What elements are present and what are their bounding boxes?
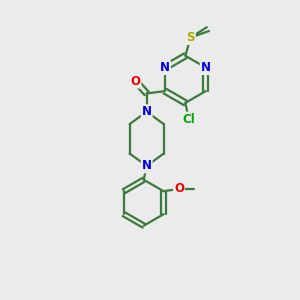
Text: S: S [186, 31, 195, 44]
Text: O: O [174, 182, 184, 195]
Text: O: O [130, 75, 140, 88]
Text: Cl: Cl [182, 112, 195, 126]
Text: N: N [142, 159, 152, 172]
Text: N: N [201, 61, 211, 74]
Text: N: N [142, 105, 152, 118]
Text: N: N [160, 61, 170, 74]
